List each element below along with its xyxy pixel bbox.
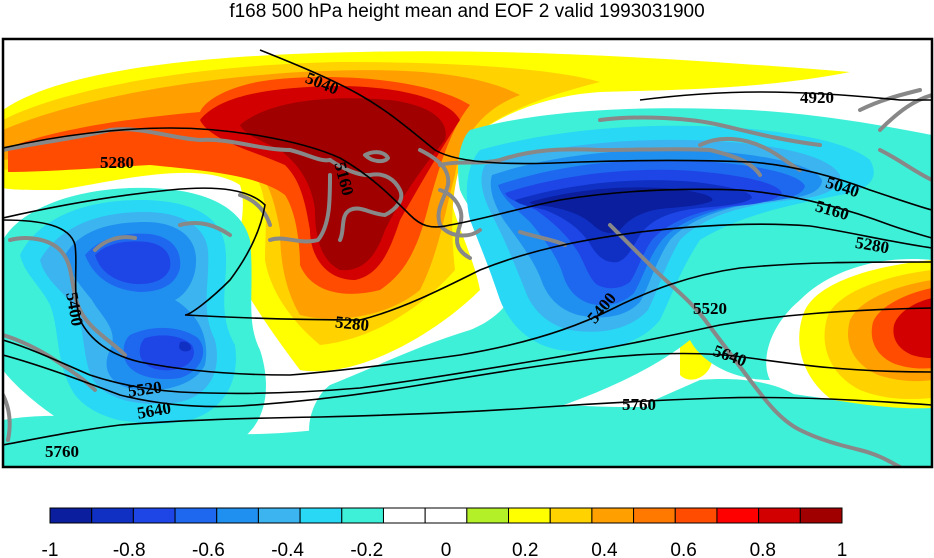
- colorbar-box: [549, 507, 593, 524]
- positive-anomaly-east: [680, 260, 932, 419]
- contour-label-5280-west: 5280: [100, 153, 134, 172]
- colorbar-tick-label: 0: [441, 540, 452, 558]
- colorbar-box: [341, 507, 384, 524]
- colorbar-box: [174, 507, 218, 524]
- colorbar-box: [257, 507, 301, 524]
- colorbar-box: [91, 507, 134, 524]
- contour-label-5760-east: 5760: [622, 395, 656, 414]
- map-frame: [1, 37, 934, 469]
- colorbar-tick-label: 0.2: [512, 540, 538, 558]
- colorbar-box: [716, 507, 760, 524]
- colorbar-tick-label: 0.6: [670, 540, 696, 558]
- colorbar-tick-label: 1: [837, 540, 848, 558]
- height-contours: [3, 49, 932, 446]
- map-title: f168 500 hPa height mean and EOF 2 valid…: [229, 1, 705, 22]
- contour-label-5520-west: 5520: [127, 377, 163, 401]
- colorbar-tick-label: -0.8: [113, 540, 146, 558]
- colorbar-tick-label: 0.8: [750, 540, 776, 558]
- colorbar-box: [674, 507, 718, 524]
- colorbar-box: [299, 507, 343, 524]
- colorbar-tick-label: -0.6: [192, 540, 225, 558]
- contour-label-5520-east: 5520: [693, 299, 727, 318]
- colorbar-tick-labels: -1 -0.8 -0.6 -0.4 -0.2 0 0.2 0.4 0.6 0.8 1: [42, 540, 848, 558]
- colorbar-box: [132, 507, 176, 524]
- colorbar-boxes: [49, 507, 843, 524]
- negative-anomaly-east: [309, 108, 932, 455]
- colorbar-box: [424, 507, 468, 524]
- colorbar-box: [49, 507, 93, 524]
- colorbar-box: [382, 507, 426, 524]
- negative-anomaly-west: [3, 187, 266, 449]
- colorbar-tick-label: -1: [42, 540, 59, 558]
- colorbar-box: [758, 507, 801, 524]
- colorbar-tick-label: 0.4: [591, 540, 618, 558]
- contour-label-4920: 4920: [800, 88, 834, 107]
- negative-anomaly-south: [3, 379, 932, 467]
- contour-label-5280-south: 5280: [334, 312, 370, 334]
- contour-label-5760-west: 5760: [45, 442, 79, 461]
- colorbar-box: [633, 507, 676, 524]
- colorbar-tick-label: -0.2: [350, 540, 383, 558]
- colorbar-box: [591, 507, 635, 524]
- colorbar-box: [216, 507, 259, 524]
- colorbar-box: [508, 507, 551, 524]
- colorbar-tick-label: -0.4: [271, 540, 304, 558]
- colorbar-box: [466, 507, 510, 524]
- colorbar-box: [799, 507, 843, 524]
- eof-map: 5040 4920 5280 5160 5040 5160 5280 5400 …: [1, 37, 934, 469]
